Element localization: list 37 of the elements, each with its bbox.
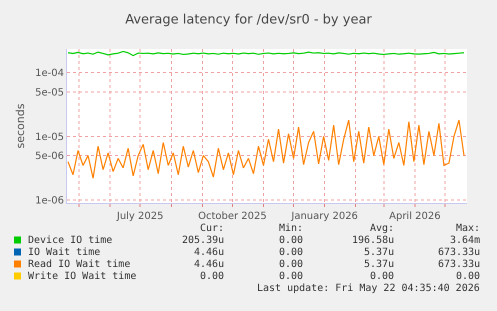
text: 0.00 [200,271,224,282]
y-tick-label: 1e-04 [35,68,64,80]
text: 3.64m [450,235,480,246]
legend-label: Device IO time [28,235,112,246]
text: 196.58u [352,235,394,246]
y-axis-title: seconds [14,103,27,148]
x-tick-label: July 2025 [116,211,164,222]
legend-label: Read IO Wait time [28,259,130,270]
text: Last update: Fri May 22 04:35:40 2026 [257,283,480,294]
text: 0.00 [279,271,304,282]
text: 0.00 [279,247,304,258]
y-tick-label: 5e-06 [35,151,64,162]
text: 673.33u [438,259,480,270]
text: 4.46u [194,259,224,270]
text: 673.33u [438,247,480,258]
text: 205.39u [182,235,224,246]
text: 0.00 [279,259,304,270]
line-series [67,120,465,179]
x-tick-label: April 2026 [389,211,441,222]
text: Avg: [370,223,394,234]
text: 4.46u [194,247,224,258]
y-tick-label: 1e-06 [35,196,64,207]
text: 0.00 [456,271,480,282]
legend-label: Write IO Wait time [28,271,136,282]
text: 5.37u [364,247,394,258]
x-tick-label: October 2025 [198,211,267,222]
text: 0.00 [370,271,394,282]
text: Min: [279,223,304,234]
text: 5.37u [364,259,394,270]
text: 0.00 [279,235,304,246]
y-tick-label: 1e-05 [35,132,64,143]
text: Max: [456,223,480,234]
legend-label: IO Wait time [28,247,100,258]
text: Cur: [200,223,224,234]
chart-title: Average latency for /dev/sr0 - by year [125,12,372,28]
y-tick-label: 5e-05 [35,87,64,98]
x-tick-label: January 2026 [290,211,358,222]
